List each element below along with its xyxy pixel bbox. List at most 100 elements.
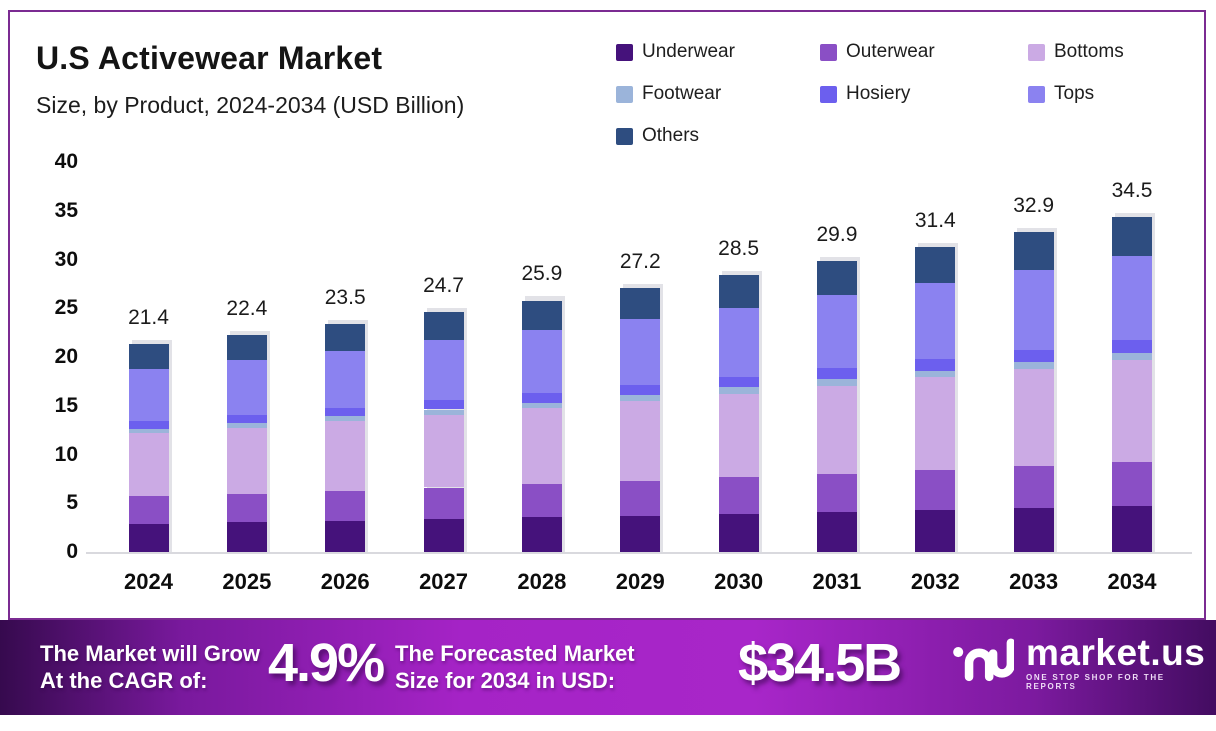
bar-segment-underwear — [915, 509, 956, 553]
logo-wordmark: market.us — [1026, 632, 1206, 673]
bar-segment-tops — [915, 282, 956, 359]
bar-2024: 21.4 2024 — [124, 306, 173, 594]
bar-segment-hosiery — [915, 358, 956, 371]
y-axis-tick-20: 20 — [54, 345, 78, 368]
x-axis-year-label: 2024 — [124, 569, 173, 594]
bar-segment-hosiery — [816, 368, 857, 380]
bar-segment-underwear — [325, 520, 366, 553]
page-subtitle: Size, by Product, 2024-2034 (USD Billion… — [36, 92, 465, 118]
bar-segment-outerwear — [1013, 465, 1054, 508]
bar-segment-tops — [128, 368, 169, 421]
legend-item-outerwear: Outerwear — [820, 40, 935, 64]
bar-stack — [423, 312, 464, 553]
bar-segment-underwear — [128, 523, 169, 553]
market-us-logo-glyph-icon — [952, 634, 1016, 689]
bar-segment-tops — [226, 360, 267, 415]
bar-segment-outerwear — [620, 480, 661, 516]
bar-total-label: 23.5 — [324, 285, 366, 309]
bar-segment-outerwear — [325, 490, 366, 521]
logo-text: market.us ONE STOP SHOP FOR THE REPORTS — [1026, 632, 1216, 692]
legend-swatch-icon — [1028, 85, 1045, 103]
bar-segment-bottoms — [1112, 359, 1152, 462]
y-axis-tick-15: 15 — [54, 393, 78, 417]
x-axis-year-label: 2031 — [812, 569, 862, 594]
bar-2027: 24.7 2027 — [419, 274, 468, 594]
y-axis-tick-25: 25 — [54, 296, 78, 320]
y-axis-tick-5: 5 — [66, 491, 78, 515]
bar-stack — [128, 344, 169, 553]
bar-segment-tops — [1013, 269, 1054, 350]
legend-item-bottoms: Bottoms — [1028, 40, 1124, 64]
bar-total-label: 28.5 — [718, 237, 760, 261]
bar-segment-hosiery — [718, 376, 759, 388]
legend-swatch-icon — [616, 85, 633, 103]
bar-segment-others — [915, 246, 956, 283]
forecast-label-line2: Size for 2034 in USD: — [395, 668, 616, 693]
x-axis-year-label: 2026 — [320, 569, 370, 594]
bar-segment-tops — [816, 295, 857, 369]
bar-segment-tops — [718, 307, 759, 377]
legend-label: Bottoms — [1054, 41, 1124, 62]
x-axis-year-label: 2032 — [910, 569, 960, 594]
bar-segment-underwear — [816, 511, 857, 553]
x-axis-line — [86, 552, 1192, 554]
bar-segment-hosiery — [226, 414, 267, 423]
forecast-label: The Forecasted Market Size for 2034 in U… — [395, 640, 635, 694]
bar-segment-hosiery — [128, 420, 169, 429]
cagr-label-line1: The Market will Grow — [40, 641, 261, 666]
legend-label: Others — [642, 125, 700, 146]
legend-swatch-icon — [1028, 43, 1045, 61]
bar-segment-outerwear — [718, 477, 759, 514]
bar-segment-footwear — [226, 422, 267, 428]
bar-segment-tops — [325, 350, 366, 408]
bar-segment-footwear — [423, 409, 464, 415]
bar-segment-hosiery — [620, 384, 661, 395]
bar-segment-tops — [521, 330, 562, 394]
bar-segment-bottoms — [226, 427, 267, 494]
bar-segment-underwear — [423, 519, 464, 553]
bar-segment-underwear — [1112, 505, 1152, 553]
bar-segment-others — [1112, 216, 1152, 257]
bar-total-label: 27.2 — [619, 249, 661, 273]
market-us-logo: market.us ONE STOP SHOP FOR THE REPORTS — [952, 634, 1216, 691]
cagr-label: The Market will Grow At the CAGR of: — [40, 640, 260, 694]
bar-segment-hosiery — [423, 400, 464, 410]
bar-segment-footwear — [718, 387, 759, 394]
bar-segment-underwear — [226, 522, 267, 553]
forecast-value: $34.5B — [738, 633, 902, 693]
cagr-label-line2: At the CAGR of: — [40, 668, 208, 693]
y-axis-tick-35: 35 — [54, 198, 78, 222]
bar-2032: 31.4 2032 — [911, 209, 960, 594]
bar-segment-others — [226, 334, 267, 361]
bar-segment-hosiery — [1112, 339, 1152, 353]
bar-segment-bottoms — [620, 400, 661, 481]
y-axis-tick-0: 0 — [66, 540, 78, 563]
bar-segment-outerwear — [521, 484, 562, 518]
bar-segment-footwear — [521, 402, 562, 409]
legend-item-others: Others — [616, 124, 699, 148]
bar-segment-bottoms — [521, 408, 562, 485]
bar-segment-outerwear — [1112, 461, 1152, 506]
legend-swatch-icon — [616, 43, 633, 61]
bar-segment-others — [521, 300, 562, 331]
bar-segment-footwear — [620, 394, 661, 401]
bar-segment-others — [1013, 232, 1054, 270]
bar-total-label: 21.4 — [128, 306, 169, 330]
y-axis-tick-40: 40 — [54, 150, 78, 173]
legend-item-tops: Tops — [1028, 82, 1094, 106]
bar-total-label: 25.9 — [521, 262, 563, 286]
x-axis-year-label: 2028 — [517, 569, 567, 594]
bar-stack — [620, 287, 661, 553]
legend-swatch-icon — [820, 85, 837, 103]
legend-swatch-icon — [820, 43, 837, 61]
x-axis-year-label: 2034 — [1107, 569, 1157, 594]
bar-2029: 27.2 2029 — [616, 250, 665, 594]
bar-segment-others — [816, 261, 857, 296]
bar-stack — [915, 246, 956, 553]
bar-segment-outerwear — [128, 496, 169, 524]
bar-segment-bottoms — [423, 414, 464, 488]
bar-stack — [1013, 232, 1054, 553]
bar-total-label: 22.4 — [226, 296, 268, 320]
bar-segment-tops — [620, 318, 661, 385]
legend-swatch-icon — [616, 127, 633, 145]
